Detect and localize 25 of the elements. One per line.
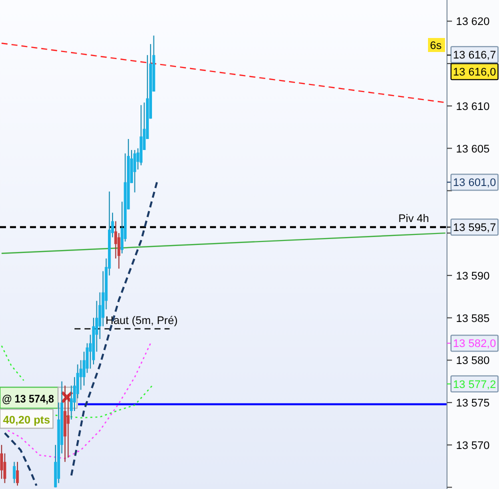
y-tick-label: 13 610 [456, 100, 490, 113]
text: 13 582,0 [453, 338, 496, 350]
y-tick-label: 13 580 [456, 355, 490, 368]
candlestick [12, 461, 16, 484]
line-series [4, 432, 38, 487]
ref-line-label: @ 13 574,8 [2, 393, 59, 406]
text: 13 595,7 [453, 222, 496, 234]
line-series [54, 383, 154, 418]
ref-line-label: Piv 4h [398, 213, 429, 226]
text: 13 601,0 [453, 177, 496, 190]
y-tick-label: 13 590 [456, 270, 490, 282]
annotation: 40,20 pts [3, 414, 50, 426]
annotation: Haut (5m, Pré) [106, 314, 178, 327]
y-tick-label: 13 585 [456, 312, 490, 325]
annotation: 6s [430, 40, 442, 52]
line-series [70, 181, 158, 476]
y-tick-label: 13 605 [456, 143, 490, 156]
y-tick-label: 13 575 [456, 398, 490, 410]
text: 13 616,0 [453, 66, 496, 79]
text: 13 577,2 [453, 378, 496, 391]
candlestick [16, 461, 19, 486]
text: 13 616,7 [453, 50, 496, 62]
candlestick [0, 444, 3, 480]
y-tick-label: 13 570 [456, 440, 490, 452]
y-tick-label: 13 620 [456, 16, 490, 28]
